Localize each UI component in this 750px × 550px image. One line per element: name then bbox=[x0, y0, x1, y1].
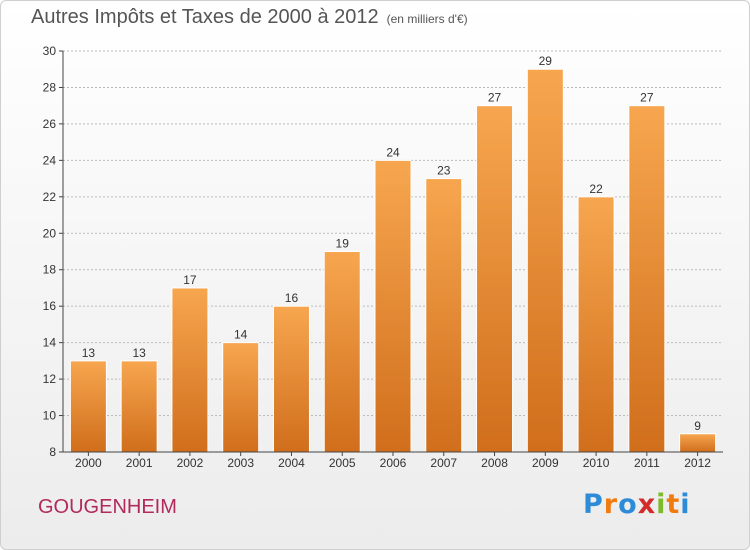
bar bbox=[679, 433, 717, 453]
y-tick-label: 26 bbox=[43, 117, 57, 131]
bar bbox=[476, 105, 514, 453]
bar bbox=[628, 105, 666, 453]
y-tick-label: 16 bbox=[43, 299, 57, 313]
y-tick-label: 20 bbox=[43, 226, 57, 240]
logo-letter: i bbox=[656, 489, 667, 520]
bar bbox=[272, 305, 310, 453]
y-tick-label: 30 bbox=[43, 44, 57, 58]
bar-value-label: 24 bbox=[386, 145, 400, 159]
chart-unit: (en milliers d'€) bbox=[386, 12, 468, 26]
x-tick-label: 2011 bbox=[634, 456, 660, 470]
bar-value-label: 19 bbox=[336, 237, 350, 251]
bar bbox=[323, 251, 361, 453]
bar bbox=[526, 68, 564, 453]
x-tick-label: 2009 bbox=[532, 456, 559, 470]
bar-value-label: 23 bbox=[437, 164, 451, 178]
y-tick-label: 12 bbox=[43, 372, 57, 386]
x-tick-label: 2000 bbox=[75, 456, 102, 470]
x-tick-label: 2003 bbox=[227, 456, 254, 470]
x-tick-label: 2010 bbox=[583, 456, 610, 470]
bar bbox=[374, 159, 412, 453]
chart-title-block: Autres Impôts et Taxes de 2000 à 2012 (en… bbox=[31, 6, 468, 29]
commune-name: GOUGENHEIM bbox=[38, 496, 177, 518]
bar-value-label: 13 bbox=[82, 346, 96, 360]
x-tick-label: 2002 bbox=[177, 456, 204, 470]
bar-value-label: 13 bbox=[132, 346, 146, 360]
y-tick-label: 18 bbox=[43, 263, 57, 277]
x-tick-label: 2006 bbox=[380, 456, 407, 470]
bar bbox=[120, 360, 158, 453]
y-tick-label: 28 bbox=[43, 80, 57, 94]
bar-value-label: 29 bbox=[539, 54, 553, 68]
logo-letter: x bbox=[637, 489, 657, 520]
axes: 8 10 12 14 16 18 20 22 24 26 28 30 2000 2001 2002 2003 2… bbox=[43, 44, 723, 470]
chart-title: Autres Impôts et Taxes de 2000 à 2012 bbox=[31, 6, 379, 28]
bar bbox=[577, 196, 615, 453]
logo-letter: t bbox=[666, 489, 681, 520]
bar-value-label: 22 bbox=[589, 182, 603, 196]
bar bbox=[171, 287, 209, 453]
logo-letter: r bbox=[603, 489, 619, 520]
y-tick-label: 22 bbox=[43, 190, 57, 204]
x-tick-label: 2001 bbox=[126, 456, 153, 470]
bar-value-label: 17 bbox=[183, 273, 197, 287]
logo-letter: P bbox=[583, 489, 604, 520]
x-tick-label: 2008 bbox=[481, 456, 508, 470]
x-tick-label: 2005 bbox=[329, 456, 356, 470]
bar-value-label: 16 bbox=[285, 291, 299, 305]
x-tick-label: 2012 bbox=[684, 456, 711, 470]
bar-value-label: 14 bbox=[234, 328, 248, 342]
bar-value-label: 27 bbox=[640, 91, 654, 105]
bar-value-label: 9 bbox=[694, 419, 701, 433]
proxiti-logo: Proxiti bbox=[583, 489, 691, 520]
bar-value-label: 27 bbox=[488, 91, 502, 105]
logo-letter: o bbox=[618, 489, 638, 520]
logo-letter: i bbox=[680, 489, 691, 520]
x-tick-label: 2007 bbox=[430, 456, 457, 470]
y-tick-label: 10 bbox=[43, 409, 57, 423]
x-tick-label: 2004 bbox=[278, 456, 305, 470]
y-tick-label: 24 bbox=[43, 153, 57, 167]
y-tick-label: 14 bbox=[43, 336, 57, 350]
y-tick-label: 8 bbox=[49, 445, 56, 459]
bar bbox=[69, 360, 107, 453]
bars: 13 13 17 14 16 19 24 23 27 29 22 27 9 bbox=[69, 54, 717, 453]
bar bbox=[222, 342, 260, 453]
bar bbox=[425, 178, 463, 453]
